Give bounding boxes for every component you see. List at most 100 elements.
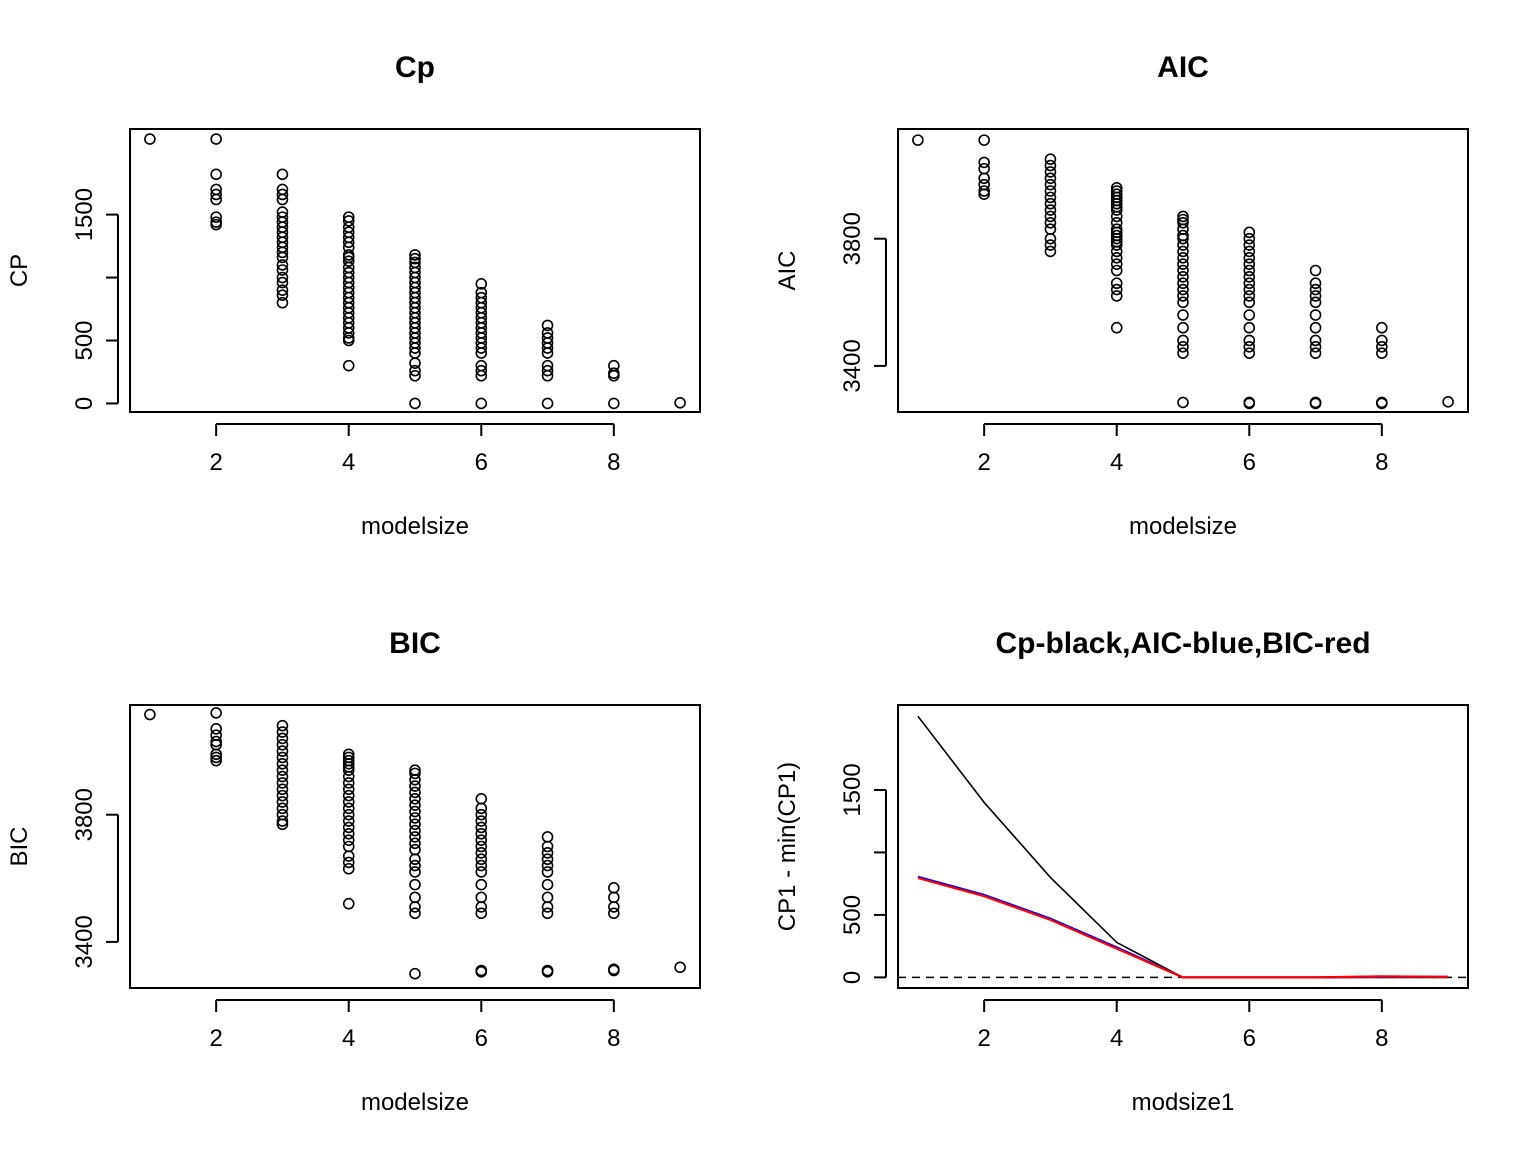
x-axis-label: modsize1 <box>1132 1089 1235 1116</box>
data-point <box>475 901 488 913</box>
data-point <box>210 188 222 201</box>
data-point <box>409 818 421 831</box>
data-point <box>1243 226 1256 239</box>
data-point <box>409 773 421 786</box>
chart-title: Cp-black,AIC-blue,BIC-red <box>995 627 1370 660</box>
x-tick-label: 8 <box>1375 449 1388 476</box>
data-point <box>342 897 355 910</box>
data-point <box>409 799 421 811</box>
data-point <box>1177 334 1189 347</box>
data-point <box>1177 245 1189 258</box>
data-point <box>1177 347 1189 359</box>
data-point <box>1177 283 1189 296</box>
data-point <box>276 726 289 738</box>
data-point <box>1177 239 1189 251</box>
data-point <box>475 369 488 382</box>
data-point <box>342 770 355 783</box>
data-point <box>210 723 222 735</box>
data-point <box>342 334 355 347</box>
data-point <box>409 907 421 920</box>
data-point <box>1309 296 1322 309</box>
y-tick-label: 3800 <box>839 212 866 265</box>
data-point <box>276 296 289 309</box>
data-point <box>1376 321 1388 334</box>
data-point <box>276 777 289 789</box>
x-tick-label: 2 <box>977 449 990 476</box>
plot-frame <box>129 704 701 989</box>
data-point <box>1044 239 1057 251</box>
data-point <box>1110 258 1123 270</box>
x-tick-label: 2 <box>209 449 222 476</box>
data-point <box>342 834 355 846</box>
data-point <box>144 708 156 721</box>
data-point <box>342 255 355 267</box>
data-point <box>342 777 355 789</box>
data-point <box>475 364 488 377</box>
data-point <box>674 397 686 409</box>
x-tick-label: 8 <box>607 1025 620 1052</box>
x-axis-label: modelsize <box>1129 513 1237 540</box>
data-point <box>475 878 488 891</box>
data-point <box>1177 277 1189 290</box>
data-point <box>1177 321 1189 334</box>
data-point <box>1177 271 1189 283</box>
x-tick-label: 4 <box>1110 449 1123 476</box>
data-point <box>674 961 686 974</box>
data-point <box>541 878 554 891</box>
data-point <box>1243 290 1256 302</box>
data-point <box>409 249 421 261</box>
data-point <box>1376 397 1388 410</box>
data-point <box>1177 341 1189 353</box>
data-point <box>1309 341 1322 353</box>
data-point <box>1110 210 1123 223</box>
data-point <box>276 738 289 751</box>
data-point <box>1177 290 1189 302</box>
data-point <box>475 840 488 853</box>
data-point <box>608 964 620 977</box>
x-tick-label: 4 <box>1110 1025 1123 1052</box>
data-point <box>409 853 421 866</box>
data-point <box>276 751 289 764</box>
data-point <box>608 901 620 913</box>
data-point <box>978 162 990 175</box>
data-point <box>409 780 421 792</box>
data-point <box>276 168 289 181</box>
data-point <box>475 793 488 805</box>
data-point <box>541 866 554 878</box>
data-point <box>1044 197 1057 210</box>
data-point <box>409 866 421 878</box>
data-point <box>276 758 289 770</box>
data-point <box>276 188 289 201</box>
data-point <box>276 251 289 264</box>
data-point <box>276 732 289 745</box>
data-point <box>541 901 554 913</box>
data-point <box>1177 210 1189 223</box>
data-point <box>1044 153 1057 166</box>
data-point <box>210 748 222 761</box>
data-point <box>541 369 554 382</box>
data-point <box>1243 341 1256 353</box>
data-point <box>978 172 990 185</box>
data-point <box>409 812 421 824</box>
y-axis-label: AIC <box>774 250 801 290</box>
panel-cp: Cp modelsize CP 2 4 6 8 0 500 1500 <box>6 51 701 540</box>
data-point <box>1044 172 1057 185</box>
x-axis-label: modelsize <box>361 513 469 540</box>
data-point <box>210 133 222 145</box>
y-axis-label: BIC <box>6 826 33 866</box>
data-point <box>475 853 488 866</box>
data-point <box>342 827 355 840</box>
data-point <box>1044 159 1057 172</box>
data-point <box>409 837 421 850</box>
data-point <box>1243 347 1256 359</box>
series-line-1 <box>917 715 1449 979</box>
data-point <box>409 967 421 980</box>
data-point <box>276 246 289 259</box>
x-tick-label: 6 <box>1243 449 1256 476</box>
data-point <box>1309 347 1322 359</box>
data-point <box>1243 264 1256 277</box>
data-point <box>475 965 488 978</box>
data-point <box>1243 309 1256 321</box>
data-point <box>409 891 421 904</box>
